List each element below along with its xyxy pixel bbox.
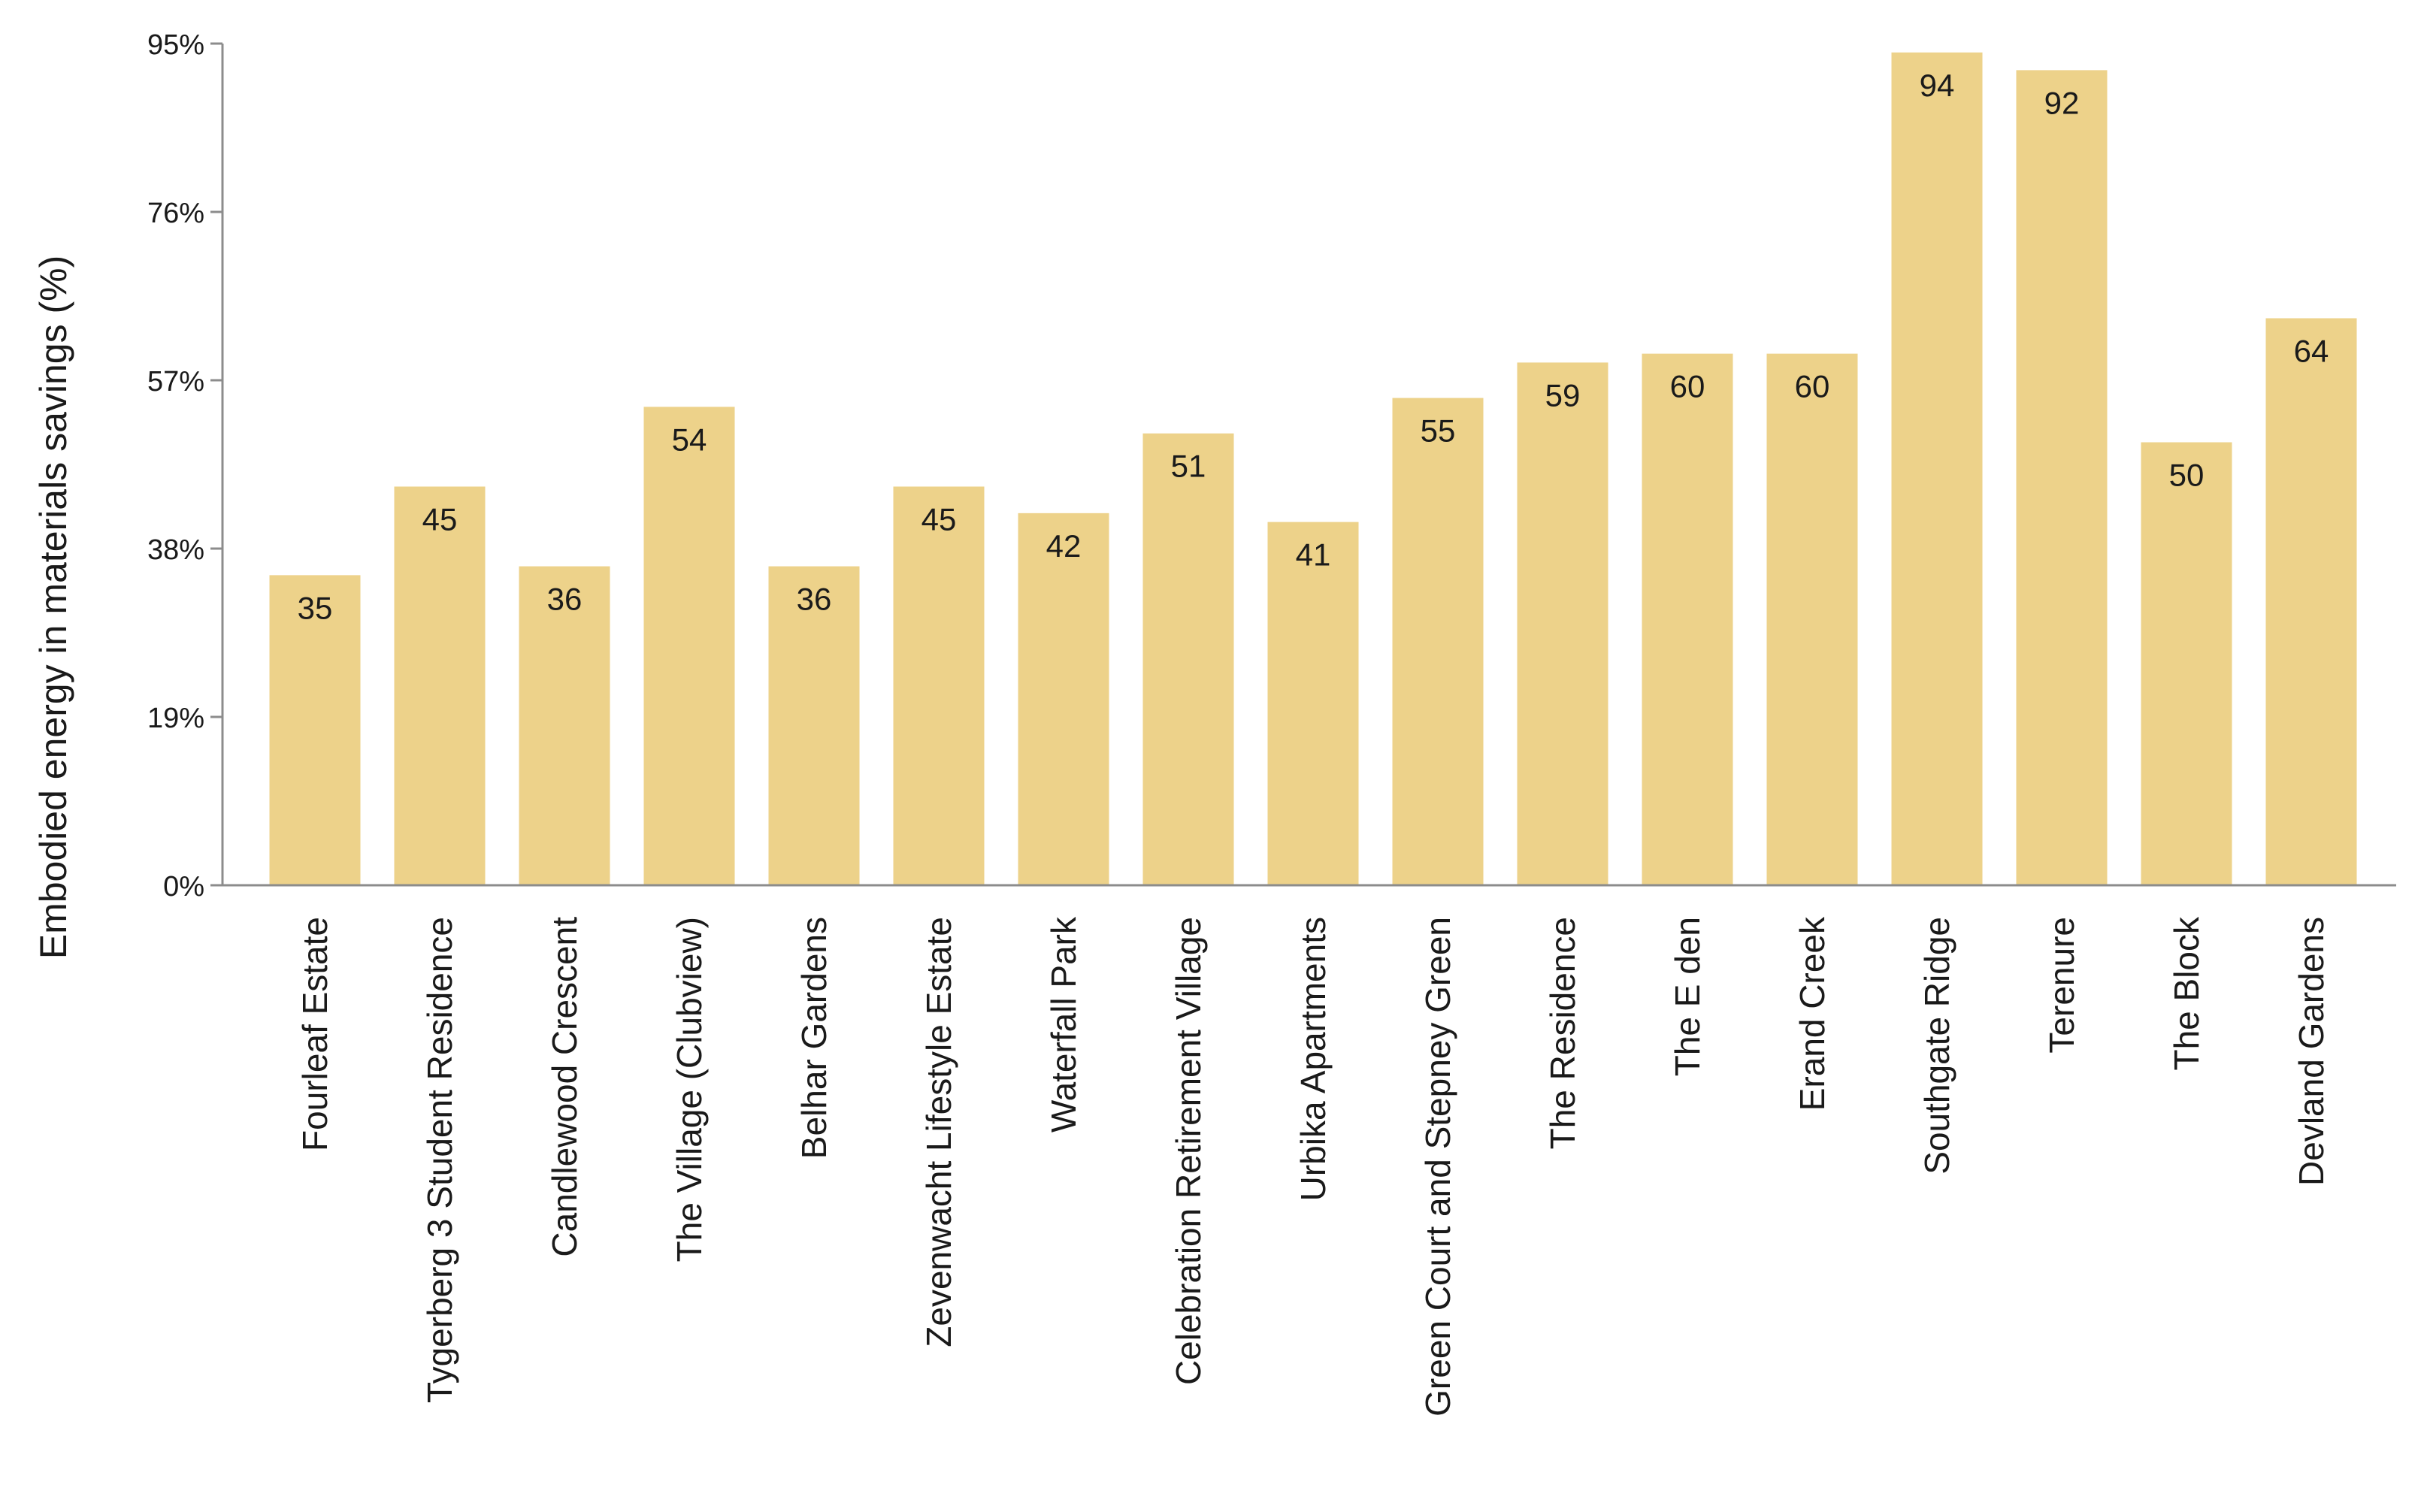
y-axis-ticks: 0% 19% 38% 57% 76% 95% bbox=[147, 29, 222, 903]
x-tick-label: Green Court and Stepney Green bbox=[1418, 917, 1457, 1417]
bar-value-label: 50 bbox=[2169, 458, 2205, 493]
x-tick-label: Fourleaf Estate bbox=[295, 917, 334, 1151]
bar-value-label: 94 bbox=[1920, 68, 1955, 103]
bar bbox=[519, 566, 610, 885]
axes bbox=[212, 44, 2396, 887]
y-tick-label: 76% bbox=[147, 198, 204, 229]
bar-value-label: 35 bbox=[298, 590, 333, 625]
bar-value-label: 92 bbox=[2044, 85, 2080, 120]
y-axis-title: Embodied energy in materials savings (%) bbox=[32, 256, 74, 960]
x-tick-label: Belhar Gardens bbox=[794, 917, 834, 1159]
bar-value-label: 45 bbox=[422, 501, 458, 537]
y-tick-label: 38% bbox=[147, 534, 204, 566]
bar bbox=[643, 407, 735, 885]
bar bbox=[1766, 353, 1858, 885]
x-tick-label: Terenure bbox=[2042, 917, 2081, 1054]
x-tick-label: Erand Creek bbox=[1793, 916, 1832, 1111]
bar-value-label: 42 bbox=[1046, 528, 1082, 564]
bar-value-label: 60 bbox=[1795, 369, 1830, 404]
bar-value-label: 54 bbox=[672, 422, 707, 457]
bar bbox=[2265, 318, 2357, 885]
bar bbox=[1891, 52, 1983, 886]
y-tick-label: 57% bbox=[147, 366, 204, 398]
bar bbox=[394, 486, 486, 885]
y-tick-label: 19% bbox=[147, 703, 204, 734]
bar bbox=[893, 486, 985, 885]
x-tick-label: Urbika Apartments bbox=[1294, 917, 1333, 1201]
bars bbox=[269, 52, 2357, 886]
bar bbox=[1018, 513, 1109, 885]
bar-value-label: 45 bbox=[921, 501, 957, 537]
bar-value-label: 60 bbox=[1670, 369, 1705, 404]
y-tick-label: 0% bbox=[163, 871, 204, 903]
x-tick-label: The E den bbox=[1668, 917, 1707, 1076]
bar-value-label: 59 bbox=[1545, 377, 1581, 413]
y-tick-label: 95% bbox=[147, 29, 204, 61]
data-labels: 35 45 36 54 36 45 42 51 41 55 59 60 60 94 92 50 64 bbox=[298, 68, 2329, 626]
bar-value-label: 51 bbox=[1171, 449, 1206, 484]
x-tick-label: Southgate Ridge bbox=[1917, 917, 1956, 1175]
bar bbox=[2016, 70, 2108, 886]
x-tick-label: Tygerberg 3 Student Residence bbox=[420, 917, 459, 1403]
x-tick-label: The Residence bbox=[1543, 917, 1582, 1149]
bar bbox=[768, 566, 860, 885]
bar-value-label: 64 bbox=[2294, 333, 2329, 368]
bar bbox=[1642, 353, 1733, 885]
bar bbox=[269, 575, 361, 885]
bar-value-label: 36 bbox=[547, 582, 583, 617]
bar-value-label: 55 bbox=[1421, 413, 1456, 449]
bar-value-label: 36 bbox=[797, 582, 832, 617]
x-tick-label: Candlewood Crescent bbox=[545, 917, 584, 1257]
bar bbox=[2141, 442, 2232, 885]
x-tick-label: The Block bbox=[2167, 916, 2206, 1071]
x-tick-label: Celebration Retirement Village bbox=[1169, 917, 1208, 1385]
bar bbox=[1142, 433, 1234, 885]
bar bbox=[1392, 398, 1484, 885]
bar bbox=[1517, 362, 1608, 886]
x-tick-label: Zevenwacht Lifestyle Estate bbox=[919, 917, 958, 1347]
bar-value-label: 41 bbox=[1296, 537, 1331, 573]
x-tick-label: Devland Gardens bbox=[2292, 917, 2331, 1186]
x-tick-label: The Village (Clubview) bbox=[670, 917, 709, 1262]
x-tick-label: Waterfall Park bbox=[1044, 916, 1083, 1132]
bar bbox=[1267, 522, 1359, 885]
x-axis-labels: Fourleaf Estate Tygerberg 3 Student Resid… bbox=[295, 916, 2331, 1417]
